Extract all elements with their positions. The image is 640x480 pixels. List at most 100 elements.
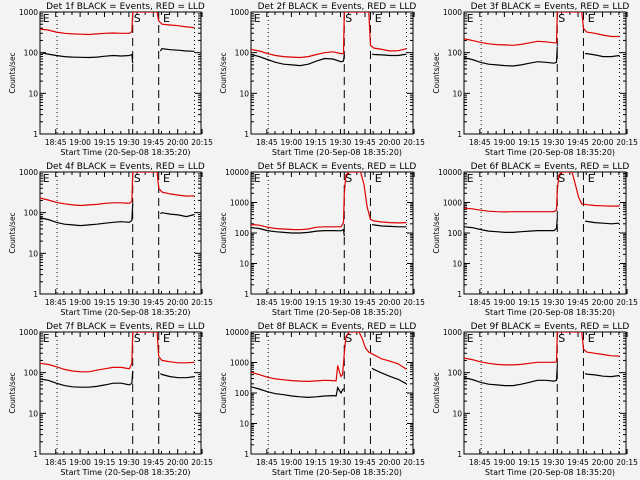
y-tick-label: 1 bbox=[33, 450, 38, 459]
series-line-events bbox=[464, 46, 620, 67]
series-line-lld bbox=[40, 332, 195, 373]
x-tick-label: 19:00 bbox=[69, 138, 91, 147]
x-tick-label: 18:45 bbox=[256, 298, 278, 307]
y-axis-label: Counts/sec bbox=[432, 372, 441, 413]
x-tick-label: 20:15 bbox=[616, 458, 638, 467]
x-tick-label: 19:15 bbox=[94, 458, 116, 467]
y-axis-label: Counts/sec bbox=[219, 212, 228, 253]
x-tick-label: 18:45 bbox=[256, 458, 278, 467]
plot-frame bbox=[39, 11, 202, 135]
y-tick-label: 1000 bbox=[230, 199, 249, 208]
x-axis-label: Start Time (20-Sep-08 18:35:20) bbox=[60, 468, 190, 477]
chart-title: Det 8f BLACK = Events, RED = LLD bbox=[258, 322, 417, 332]
marker-label-s: S bbox=[134, 12, 141, 25]
x-tick-label: 18:45 bbox=[45, 298, 67, 307]
x-tick-label: 19:15 bbox=[518, 458, 540, 467]
series-line-events bbox=[40, 204, 195, 227]
x-tick-label: 20:00 bbox=[167, 138, 189, 147]
y-tick-label: 100 bbox=[235, 229, 250, 238]
plot-frame bbox=[463, 171, 627, 295]
y-tick-label: 10000 bbox=[225, 328, 249, 337]
x-tick-label: 19:30 bbox=[543, 458, 565, 467]
x-tick-label: 19:00 bbox=[494, 298, 516, 307]
chart-panel-6: Det 6f BLACK = Events, RED = LLD 1 10 100 10… bbox=[432, 162, 638, 317]
marker-label-s: S bbox=[134, 172, 141, 185]
marker-label-e: E bbox=[375, 332, 382, 345]
plot-frame bbox=[250, 171, 414, 295]
x-tick-label: 19:00 bbox=[281, 458, 303, 467]
y-axis-label: Counts/sec bbox=[8, 372, 17, 413]
marker-label-s: S bbox=[345, 332, 352, 345]
x-tick-label: 18:45 bbox=[45, 138, 67, 147]
y-tick-label: 100 bbox=[235, 389, 250, 398]
x-tick-label: 20:00 bbox=[379, 458, 401, 467]
series-line-events bbox=[251, 223, 407, 237]
x-tick-label: 19:00 bbox=[494, 458, 516, 467]
plot-frame bbox=[250, 331, 414, 455]
x-tick-label: 20:15 bbox=[403, 138, 425, 147]
x-tick-label: 19:00 bbox=[494, 138, 516, 147]
chart-panel-9: Det 9f BLACK = Events, RED = LLD 1 10 100 10… bbox=[432, 322, 638, 477]
y-tick-label: 10 bbox=[452, 409, 462, 418]
marker-label-e: E bbox=[43, 332, 50, 345]
x-tick-label: 18:45 bbox=[45, 458, 67, 467]
x-tick-label: 19:45 bbox=[142, 458, 164, 467]
chart-title: Det 2f BLACK = Events, RED = LLD bbox=[258, 2, 417, 12]
series-line-events bbox=[464, 365, 620, 387]
y-tick-label: 10 bbox=[28, 249, 38, 258]
x-tick-label: 19:30 bbox=[543, 298, 565, 307]
x-tick-label: 19:45 bbox=[567, 298, 589, 307]
y-axis-label: Counts/sec bbox=[219, 52, 228, 93]
y-tick-label: 1000 bbox=[443, 8, 462, 17]
marker-label-e: E bbox=[467, 332, 474, 345]
marker-label-e: E bbox=[254, 12, 261, 25]
y-tick-label: 100 bbox=[24, 49, 39, 58]
x-tick-label: 19:30 bbox=[118, 298, 140, 307]
marker-label-e: E bbox=[43, 12, 50, 25]
x-tick-label: 18:45 bbox=[256, 138, 278, 147]
series-line-events bbox=[40, 370, 195, 388]
marker-label-e: E bbox=[163, 12, 170, 25]
y-tick-label: 10 bbox=[239, 89, 249, 98]
x-tick-label: 20:00 bbox=[167, 458, 189, 467]
chart-title: Det 9f BLACK = Events, RED = LLD bbox=[471, 322, 630, 332]
y-tick-label: 1000 bbox=[443, 199, 462, 208]
y-tick-label: 1000 bbox=[230, 8, 249, 17]
y-tick-label: 100 bbox=[448, 49, 463, 58]
x-tick-label: 19:45 bbox=[142, 298, 164, 307]
chart-panel-4: Det 4f BLACK = Events, RED = LLD 1 10 100 10… bbox=[8, 162, 213, 317]
x-tick-label: 19:30 bbox=[118, 458, 140, 467]
x-tick-label: 19:00 bbox=[281, 138, 303, 147]
x-tick-label: 19:45 bbox=[354, 138, 376, 147]
plot-frame bbox=[39, 171, 202, 295]
marker-label-e: E bbox=[588, 12, 595, 25]
y-tick-label: 100 bbox=[24, 209, 39, 218]
x-tick-label: 20:15 bbox=[191, 458, 213, 467]
chart-title: Det 4f BLACK = Events, RED = LLD bbox=[46, 162, 205, 172]
x-tick-label: 20:00 bbox=[167, 298, 189, 307]
y-tick-label: 1 bbox=[244, 290, 249, 299]
chart-title: Det 1f BLACK = Events, RED = LLD bbox=[46, 2, 205, 12]
x-tick-label: 19:45 bbox=[567, 458, 589, 467]
y-tick-label: 100 bbox=[235, 49, 250, 58]
marker-label-e: E bbox=[588, 172, 595, 185]
x-tick-label: 20:15 bbox=[616, 298, 638, 307]
x-tick-label: 19:00 bbox=[69, 458, 91, 467]
x-tick-label: 19:45 bbox=[142, 138, 164, 147]
x-tick-label: 20:00 bbox=[592, 298, 614, 307]
chart-title: Det 3f BLACK = Events, RED = LLD bbox=[471, 2, 630, 12]
y-tick-label: 10 bbox=[452, 89, 462, 98]
x-tick-label: 19:00 bbox=[69, 298, 91, 307]
chart-title: Det 5f BLACK = Events, RED = LLD bbox=[258, 162, 417, 172]
y-tick-label: 1 bbox=[457, 290, 462, 299]
marker-label-s: S bbox=[558, 12, 565, 25]
x-axis-label: Start Time (20-Sep-08 18:35:20) bbox=[485, 468, 615, 477]
x-axis-label: Start Time (20-Sep-08 18:35:20) bbox=[272, 308, 402, 317]
y-tick-label: 1000 bbox=[19, 8, 38, 17]
x-tick-label: 18:45 bbox=[469, 458, 491, 467]
y-axis-label: Counts/sec bbox=[432, 52, 441, 93]
series-line-lld bbox=[464, 172, 620, 213]
x-tick-label: 20:00 bbox=[592, 138, 614, 147]
y-tick-label: 1 bbox=[244, 130, 249, 139]
